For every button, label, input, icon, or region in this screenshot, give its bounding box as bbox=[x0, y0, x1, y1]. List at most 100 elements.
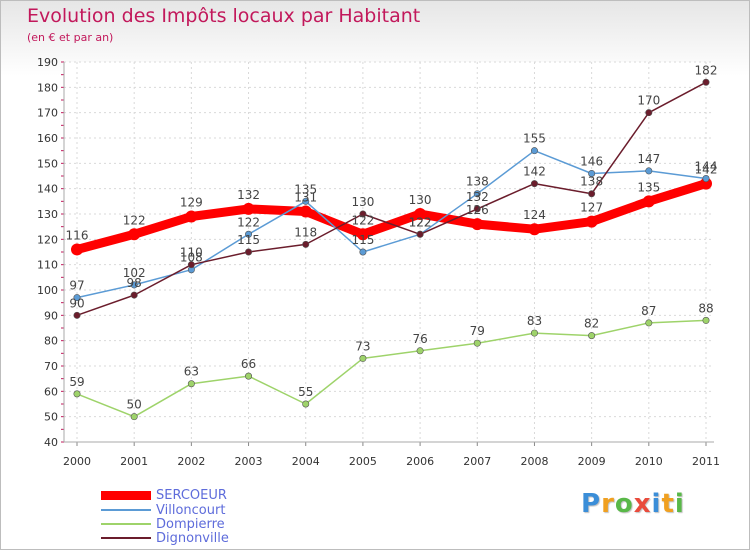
data-label-villoncourt: 155 bbox=[523, 132, 546, 146]
data-label-dignonville: 98 bbox=[127, 276, 142, 290]
data-label-villoncourt: 147 bbox=[637, 152, 660, 166]
x-tick-label: 2007 bbox=[463, 455, 491, 468]
data-label-dignonville: 115 bbox=[237, 233, 260, 247]
data-label-sercoeur: 132 bbox=[237, 188, 260, 202]
y-tick-label: 160 bbox=[37, 132, 58, 145]
data-label-dompierre: 55 bbox=[298, 385, 313, 399]
data-point-villoncourt bbox=[245, 230, 253, 238]
x-tick-label: 2006 bbox=[406, 455, 434, 468]
series-line-dignonville bbox=[76, 81, 707, 317]
x-tick-label: 2005 bbox=[349, 455, 377, 468]
chart-subtitle: (en € et par an) bbox=[27, 31, 114, 44]
data-point-sercoeur bbox=[414, 208, 427, 220]
data-point-sercoeur bbox=[585, 215, 598, 228]
data-label-dompierre: 88 bbox=[698, 301, 713, 315]
data-point-dompierre bbox=[473, 339, 481, 347]
y-tick-label: 120 bbox=[37, 233, 58, 246]
data-point-villoncourt bbox=[588, 169, 596, 177]
legend-label-sercoeur: SERCOEUR bbox=[156, 488, 227, 503]
y-tick-label: 80 bbox=[44, 335, 58, 348]
data-label-villoncourt: 138 bbox=[466, 175, 489, 189]
data-point-villoncourt bbox=[130, 281, 138, 289]
data-point-dignonville bbox=[416, 230, 424, 238]
data-label-sercoeur: 122 bbox=[123, 213, 146, 227]
data-point-sercoeur bbox=[242, 202, 255, 215]
data-label-dompierre: 83 bbox=[527, 314, 542, 328]
x-tick-label: 2001 bbox=[120, 455, 148, 468]
y-tick-label: 50 bbox=[44, 411, 58, 424]
data-label-dignonville: 142 bbox=[523, 165, 546, 179]
plot-area bbox=[64, 62, 714, 442]
legend-label-dignonville: Dignonville bbox=[156, 531, 229, 546]
data-label-sercoeur: 129 bbox=[180, 196, 203, 210]
data-point-villoncourt bbox=[359, 248, 367, 256]
data-label-villoncourt: 97 bbox=[69, 279, 84, 293]
legend-label-dompierre: Dompierre bbox=[156, 517, 225, 532]
x-tick-label: 2009 bbox=[578, 455, 606, 468]
data-label-sercoeur: 127 bbox=[580, 201, 603, 215]
data-label-dompierre: 87 bbox=[641, 304, 656, 318]
data-label-sercoeur: 130 bbox=[409, 193, 432, 207]
data-label-dignonville: 182 bbox=[695, 63, 718, 77]
data-label-dignonville: 138 bbox=[580, 175, 603, 189]
data-point-sercoeur bbox=[128, 228, 141, 241]
y-tick-label: 140 bbox=[37, 183, 58, 196]
data-point-dignonville bbox=[588, 190, 596, 198]
data-point-villoncourt bbox=[302, 197, 310, 205]
y-tick-label: 190 bbox=[37, 56, 58, 69]
legend-swatch-sercoeur bbox=[101, 491, 151, 500]
x-tick-label: 2004 bbox=[292, 455, 320, 468]
data-label-villoncourt: 115 bbox=[351, 233, 374, 247]
data-label-dignonville: 132 bbox=[466, 190, 489, 204]
x-tick-label: 2008 bbox=[520, 455, 548, 468]
legend-label-villoncourt: Villoncourt bbox=[156, 503, 226, 518]
data-point-villoncourt bbox=[645, 167, 653, 175]
x-tick-label: 2010 bbox=[635, 455, 663, 468]
series-line-villoncourt bbox=[76, 149, 707, 299]
y-tick-label: 130 bbox=[37, 208, 58, 221]
data-label-dompierre: 66 bbox=[241, 357, 256, 371]
data-point-sercoeur bbox=[356, 228, 369, 241]
data-label-sercoeur: 131 bbox=[294, 190, 317, 204]
data-label-dignonville: 122 bbox=[409, 215, 432, 229]
data-point-dignonville bbox=[302, 240, 310, 248]
y-tick-label: 180 bbox=[37, 81, 58, 94]
data-label-sercoeur: 122 bbox=[351, 213, 374, 227]
data-point-dignonville bbox=[359, 210, 367, 218]
data-label-dompierre: 82 bbox=[584, 317, 599, 331]
data-label-dignonville: 118 bbox=[294, 225, 317, 239]
data-point-sercoeur bbox=[700, 177, 712, 190]
data-point-villoncourt bbox=[473, 190, 481, 198]
data-point-sercoeur bbox=[471, 218, 484, 231]
x-tick-label: 2011 bbox=[692, 455, 720, 468]
data-label-villoncourt: 122 bbox=[237, 215, 260, 229]
data-point-dignonville bbox=[473, 205, 481, 213]
data-point-dignonville bbox=[702, 78, 710, 86]
data-label-dompierre: 63 bbox=[184, 365, 199, 379]
data-label-villoncourt: 135 bbox=[294, 182, 317, 196]
data-point-dignonville bbox=[130, 291, 138, 299]
data-point-villoncourt bbox=[530, 147, 538, 155]
data-label-villoncourt: 122 bbox=[409, 215, 432, 229]
data-label-dignonville: 110 bbox=[180, 246, 203, 260]
data-point-dignonville bbox=[187, 261, 195, 269]
data-point-sercoeur bbox=[642, 195, 655, 208]
data-point-dignonville bbox=[73, 311, 81, 319]
legend-swatch-dompierre bbox=[101, 523, 151, 525]
data-point-dompierre bbox=[702, 316, 710, 324]
y-tick-label: 70 bbox=[44, 360, 58, 373]
data-point-dignonville bbox=[645, 109, 653, 117]
data-label-sercoeur: 124 bbox=[523, 208, 546, 222]
data-point-villoncourt bbox=[73, 294, 81, 302]
data-label-dompierre: 59 bbox=[69, 375, 84, 389]
y-tick-label: 170 bbox=[37, 107, 58, 120]
data-label-sercoeur: 126 bbox=[466, 203, 489, 217]
data-label-dompierre: 79 bbox=[470, 324, 485, 338]
data-point-dompierre bbox=[245, 372, 253, 380]
x-tick-label: 2000 bbox=[63, 455, 91, 468]
data-point-dignonville bbox=[245, 248, 253, 256]
chart-title: Evolution des Impôts locaux par Habitant bbox=[27, 5, 421, 27]
data-label-villoncourt: 146 bbox=[580, 154, 603, 168]
x-tick-label: 2002 bbox=[177, 455, 205, 468]
